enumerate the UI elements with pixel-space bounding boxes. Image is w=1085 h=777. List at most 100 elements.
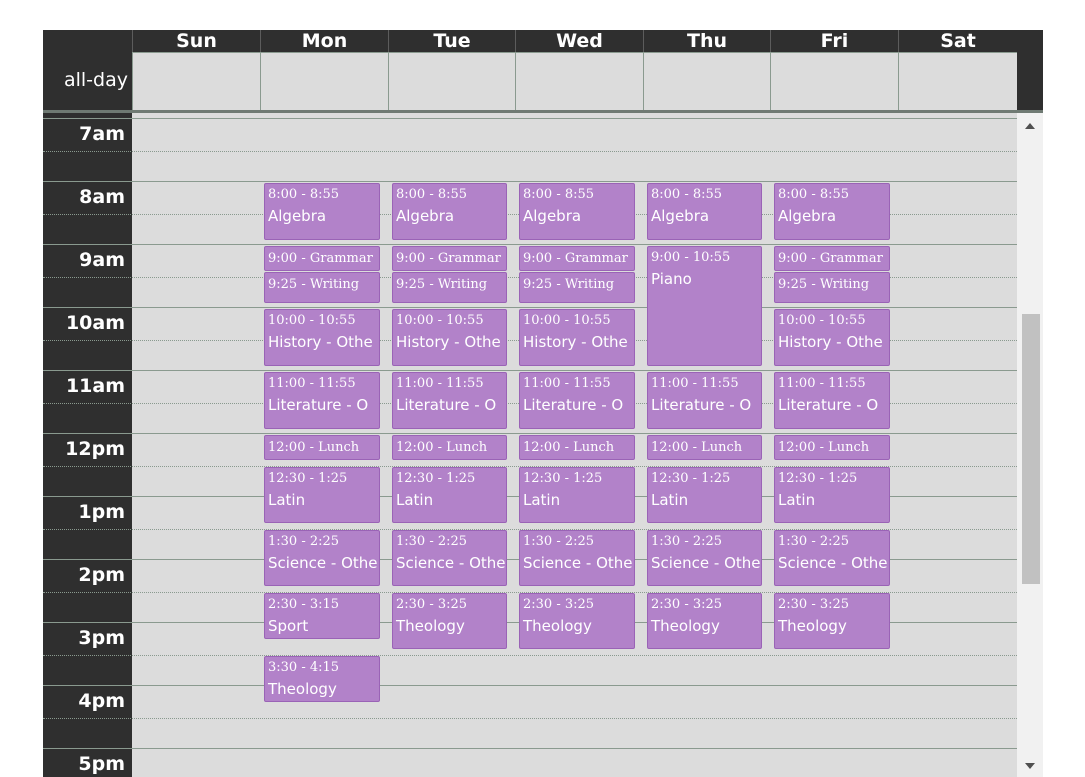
time-label-10am: 10am bbox=[65, 312, 125, 334]
all-day-cell-mon[interactable] bbox=[260, 52, 388, 110]
event-time: 8:00 - 8:55 bbox=[523, 187, 595, 202]
calendar-event[interactable]: 9:25 - Writing bbox=[519, 272, 635, 303]
calendar-event[interactable]: 2:30 - 3:25 Theology bbox=[519, 592, 635, 650]
calendar-event[interactable]: 2:30 - 3:25 Theology bbox=[774, 592, 890, 650]
all-day-cell-wed[interactable] bbox=[515, 52, 643, 110]
calendar-event[interactable]: 8:00 - 8:55 Algebra bbox=[392, 183, 507, 240]
calendar-event[interactable]: 9:25 - Writing bbox=[774, 272, 890, 303]
calendar-event[interactable]: 2:30 - 3:15 Sport bbox=[264, 592, 380, 639]
calendar-event[interactable]: 10:00 - 10:55 History - Othe bbox=[264, 309, 380, 366]
calendar-event[interactable]: 1:30 - 2:25 Science - Othe bbox=[774, 529, 890, 587]
calendar-event[interactable]: 10:00 - 10:55 History - Othe bbox=[774, 309, 890, 366]
time-label-4pm: 4pm bbox=[78, 690, 125, 712]
event-time: 12:00 - Lunch bbox=[651, 440, 743, 455]
scroll-down-arrow-icon[interactable] bbox=[1025, 763, 1035, 769]
header-divider bbox=[43, 110, 1043, 113]
calendar-event[interactable]: 9:00 - Grammar bbox=[774, 246, 890, 272]
event-time: 10:00 - 10:55 bbox=[523, 313, 611, 328]
calendar-event[interactable]: 9:25 - Writing bbox=[264, 272, 380, 303]
vertical-scrollbar[interactable] bbox=[1017, 113, 1043, 777]
calendar-event[interactable]: 1:30 - 2:25 Science - Othe bbox=[264, 529, 380, 587]
calendar-event[interactable]: 11:00 - 11:55 Literature - O bbox=[392, 372, 507, 429]
scroll-thumb[interactable] bbox=[1022, 314, 1040, 584]
calendar-event[interactable]: 11:00 - 11:55 Literature - O bbox=[519, 372, 635, 429]
event-title: Theology bbox=[396, 616, 465, 635]
event-time: 10:00 - 10:55 bbox=[778, 313, 866, 328]
event-time: 12:00 - Lunch bbox=[268, 440, 360, 455]
time-label-11am: 11am bbox=[65, 375, 125, 397]
hour-line bbox=[43, 685, 1017, 686]
calendar-event[interactable]: 12:30 - 1:25 Latin bbox=[774, 466, 890, 524]
hour-line bbox=[43, 244, 1017, 245]
event-title: Science - Othe bbox=[651, 553, 761, 572]
calendar-event[interactable]: 9:25 - Writing bbox=[392, 272, 507, 303]
calendar-event[interactable]: 8:00 - 8:55 Algebra bbox=[774, 183, 890, 240]
event-title: Latin bbox=[268, 490, 306, 509]
calendar-event[interactable]: 8:00 - 8:55 Algebra bbox=[647, 183, 762, 240]
event-title: Theology bbox=[651, 616, 720, 635]
calendar-event[interactable]: 1:30 - 2:25 Science - Othe bbox=[392, 529, 507, 587]
calendar-event[interactable]: 10:00 - 10:55 History - Othe bbox=[519, 309, 635, 366]
calendar-event[interactable]: 12:00 - Lunch bbox=[647, 435, 762, 461]
time-label-1pm: 1pm bbox=[78, 501, 125, 523]
event-time: 1:30 - 2:25 bbox=[268, 533, 340, 549]
day-header-sun: Sun bbox=[132, 30, 260, 52]
event-time: 8:00 - 8:55 bbox=[268, 187, 340, 202]
calendar-event[interactable]: 8:00 - 8:55 Algebra bbox=[264, 183, 380, 240]
calendar-event[interactable]: 9:00 - Grammar bbox=[392, 246, 507, 272]
event-time: 9:00 - Grammar bbox=[523, 251, 628, 266]
calendar-event[interactable]: 8:00 - 8:55 Algebra bbox=[519, 183, 635, 240]
all-day-cell-sat[interactable] bbox=[898, 52, 1017, 110]
half-hour-line bbox=[43, 151, 1017, 152]
calendar-event[interactable]: 2:30 - 3:25 Theology bbox=[392, 592, 507, 650]
day-header-fri: Fri bbox=[770, 30, 898, 52]
calendar-event[interactable]: 2:30 - 3:25 Theology bbox=[647, 592, 762, 650]
event-time: 8:00 - 8:55 bbox=[778, 187, 850, 202]
calendar-event[interactable]: 9:00 - Grammar bbox=[264, 246, 380, 272]
event-title: Theology bbox=[778, 616, 847, 635]
event-time: 9:25 - Writing bbox=[778, 277, 870, 293]
calendar-event[interactable]: 12:30 - 1:25 Latin bbox=[647, 466, 762, 524]
event-time: 8:00 - 8:55 bbox=[396, 187, 468, 202]
event-time: 12:30 - 1:25 bbox=[778, 470, 858, 486]
calendar-event[interactable]: 1:30 - 2:25 Science - Othe bbox=[647, 529, 762, 587]
calendar-event[interactable]: 9:00 - Grammar bbox=[519, 246, 635, 272]
event-title: History - Othe bbox=[523, 333, 628, 351]
day-header-thu: Thu bbox=[643, 30, 770, 52]
all-day-cell-tue[interactable] bbox=[388, 52, 515, 110]
all-day-cell-fri[interactable] bbox=[770, 52, 898, 110]
event-title: Algebra bbox=[268, 207, 327, 225]
calendar-event[interactable]: 9:00 - 10:55 Piano bbox=[647, 246, 762, 366]
calendar-event[interactable]: 12:30 - 1:25 Latin bbox=[519, 466, 635, 524]
calendar-event[interactable]: 11:00 - 11:55 Literature - O bbox=[647, 372, 762, 429]
calendar-event[interactable]: 12:00 - Lunch bbox=[392, 435, 507, 461]
event-title: Piano bbox=[651, 270, 692, 288]
event-title: Literature - O bbox=[651, 396, 752, 414]
event-title: Latin bbox=[651, 490, 689, 509]
day-header-tue: Tue bbox=[388, 30, 515, 52]
event-title: Theology bbox=[268, 679, 337, 698]
calendar-event[interactable]: 1:30 - 2:25 Science - Othe bbox=[519, 529, 635, 587]
all-day-cell-sun[interactable] bbox=[132, 52, 260, 110]
calendar-event[interactable]: 10:00 - 10:55 History - Othe bbox=[392, 309, 507, 366]
calendar-event[interactable]: 12:30 - 1:25 Latin bbox=[264, 466, 380, 524]
grid-top-line bbox=[43, 118, 1017, 119]
calendar-event[interactable]: 12:00 - Lunch bbox=[519, 435, 635, 461]
event-time: 9:00 - Grammar bbox=[778, 251, 883, 266]
calendar-event[interactable]: 12:00 - Lunch bbox=[264, 435, 380, 461]
calendar-event[interactable]: 3:30 - 4:15 Theology bbox=[264, 655, 380, 702]
time-grid[interactable]: 7am 8am 9am 10am 11am 12pm 1pm 2pm 3pm 4pm 5pm 8:0… bbox=[43, 113, 1017, 777]
all-day-cell-thu[interactable] bbox=[643, 52, 770, 110]
calendar-event[interactable]: 11:00 - 11:55 Literature - O bbox=[774, 372, 890, 429]
event-time: 9:00 - Grammar bbox=[268, 251, 373, 266]
event-time: 12:30 - 1:25 bbox=[268, 470, 348, 486]
half-hour-line bbox=[43, 718, 1017, 719]
scroll-up-arrow-icon[interactable] bbox=[1025, 123, 1035, 129]
calendar-event[interactable]: 12:00 - Lunch bbox=[774, 435, 890, 461]
time-label-2pm: 2pm bbox=[78, 564, 125, 586]
calendar-event[interactable]: 12:30 - 1:25 Latin bbox=[392, 466, 507, 524]
event-time: 3:30 - 4:15 bbox=[268, 659, 340, 675]
calendar-event[interactable]: 11:00 - 11:55 Literature - O bbox=[264, 372, 380, 429]
all-day-scroll-spacer bbox=[1017, 52, 1043, 110]
event-title: Science - Othe bbox=[523, 553, 633, 572]
